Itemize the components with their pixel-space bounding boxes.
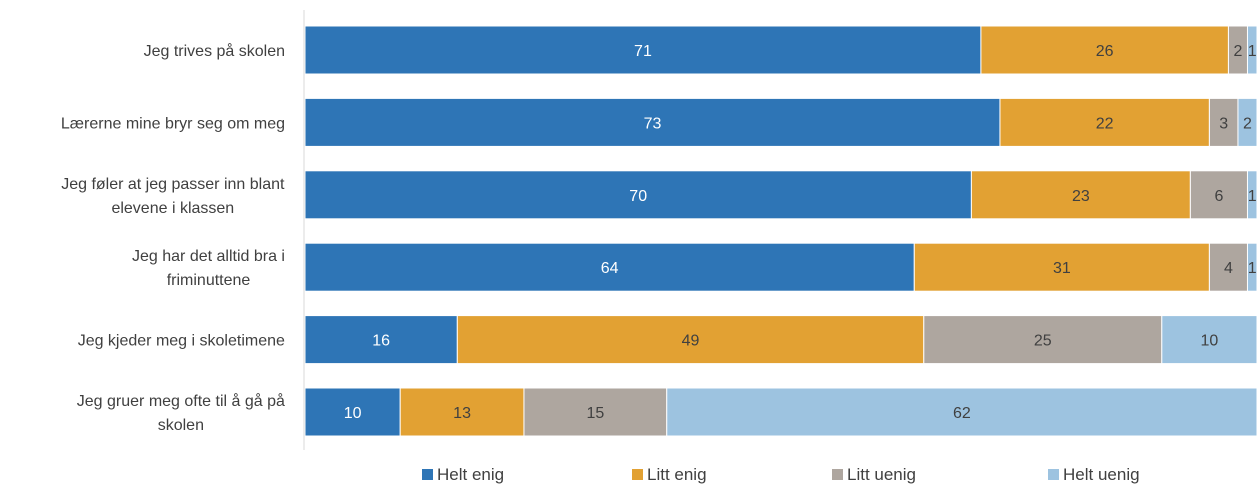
category-label-line: Jeg kjeder meg i skoletimene bbox=[78, 333, 285, 350]
category-labels: Jeg trives på skolen Lærerne mine bryr se… bbox=[61, 42, 285, 434]
data-label: 26 bbox=[1096, 43, 1114, 60]
data-label: 2 bbox=[1234, 43, 1243, 60]
data-label: 1 bbox=[1248, 43, 1257, 60]
bar-segment bbox=[1246, 170, 1258, 220]
bar-segment bbox=[304, 170, 972, 220]
bar-segment bbox=[999, 97, 1210, 147]
data-label: 4 bbox=[1224, 260, 1233, 277]
data-label: 15 bbox=[586, 405, 604, 422]
data-label: 1 bbox=[1248, 188, 1257, 205]
data-label: 22 bbox=[1096, 115, 1114, 132]
data-label: 49 bbox=[682, 333, 700, 350]
bar-segment bbox=[1237, 97, 1258, 147]
category-label-line: friminuttene bbox=[167, 272, 251, 289]
bar-segment bbox=[523, 387, 668, 437]
legend-swatch bbox=[832, 469, 843, 480]
bar-segment bbox=[304, 97, 1001, 147]
data-label: 62 bbox=[953, 405, 971, 422]
bar-segment bbox=[304, 25, 982, 75]
category-label: Jeg kjeder meg i skoletimene bbox=[78, 333, 285, 350]
data-label: 31 bbox=[1053, 260, 1071, 277]
category-label-line: Lærerne mine bryr seg om meg bbox=[61, 115, 285, 132]
category-label-line: Jeg trives på skolen bbox=[144, 42, 285, 60]
data-label: 3 bbox=[1219, 115, 1228, 132]
category-label: Jeg gruer meg ofte til å gå på skolen bbox=[77, 392, 285, 434]
data-label: 1 bbox=[1248, 260, 1257, 277]
bar-segment bbox=[399, 387, 525, 437]
legend-label: Helt uenig bbox=[1063, 465, 1140, 484]
data-label: 6 bbox=[1214, 188, 1223, 205]
data-label: 10 bbox=[1201, 333, 1219, 350]
data-label: 23 bbox=[1072, 188, 1090, 205]
category-label-line: Jeg føler at jeg passer inn blant bbox=[61, 176, 285, 193]
data-label: 2 bbox=[1243, 115, 1252, 132]
data-label: 10 bbox=[344, 405, 362, 422]
bar-segment bbox=[1246, 242, 1258, 292]
bar-segment bbox=[1246, 25, 1258, 75]
bar-segment bbox=[980, 25, 1229, 75]
bar-segment bbox=[304, 242, 915, 292]
bar-segment bbox=[666, 387, 1258, 437]
bar-segment bbox=[1208, 97, 1239, 147]
category-label: Jeg føler at jeg passer inn blant elevene… bbox=[61, 176, 285, 217]
bar-segment bbox=[304, 387, 401, 437]
category-label: Jeg trives på skolen bbox=[144, 42, 285, 60]
data-label: 73 bbox=[644, 115, 662, 132]
category-label: Lærerne mine bryr seg om meg bbox=[61, 115, 285, 132]
category-label-line: elevene i klassen bbox=[111, 200, 234, 217]
data-label: 70 bbox=[629, 188, 647, 205]
data-label: 16 bbox=[372, 333, 390, 350]
bar-segment bbox=[970, 170, 1191, 220]
legend-swatch bbox=[632, 469, 643, 480]
legend-label: Litt enig bbox=[647, 465, 707, 484]
category-label-line: Jeg har det alltid bra i bbox=[132, 248, 285, 265]
data-label: 71 bbox=[634, 43, 652, 60]
legend-swatch bbox=[422, 469, 433, 480]
category-label-line: skolen bbox=[158, 417, 204, 434]
bar-segment bbox=[923, 315, 1163, 365]
data-label: 64 bbox=[601, 260, 619, 277]
legend-label: Litt uenig bbox=[847, 465, 916, 484]
legend-label: Helt enig bbox=[437, 465, 504, 484]
bar-segment bbox=[304, 315, 458, 365]
data-label: 25 bbox=[1034, 333, 1052, 350]
legend-swatch bbox=[1048, 469, 1059, 480]
category-label-line: Jeg gruer meg ofte til å gå på bbox=[77, 392, 285, 410]
category-label: Jeg har det alltid bra i friminuttene bbox=[132, 248, 285, 289]
bar-segment bbox=[1189, 170, 1248, 220]
bar-segment bbox=[456, 315, 925, 365]
bar-segment bbox=[913, 242, 1210, 292]
legend: Helt enig Litt enig Litt uenig Helt uenig bbox=[422, 465, 1140, 484]
bar-segment bbox=[1161, 315, 1258, 365]
data-label: 13 bbox=[453, 405, 471, 422]
